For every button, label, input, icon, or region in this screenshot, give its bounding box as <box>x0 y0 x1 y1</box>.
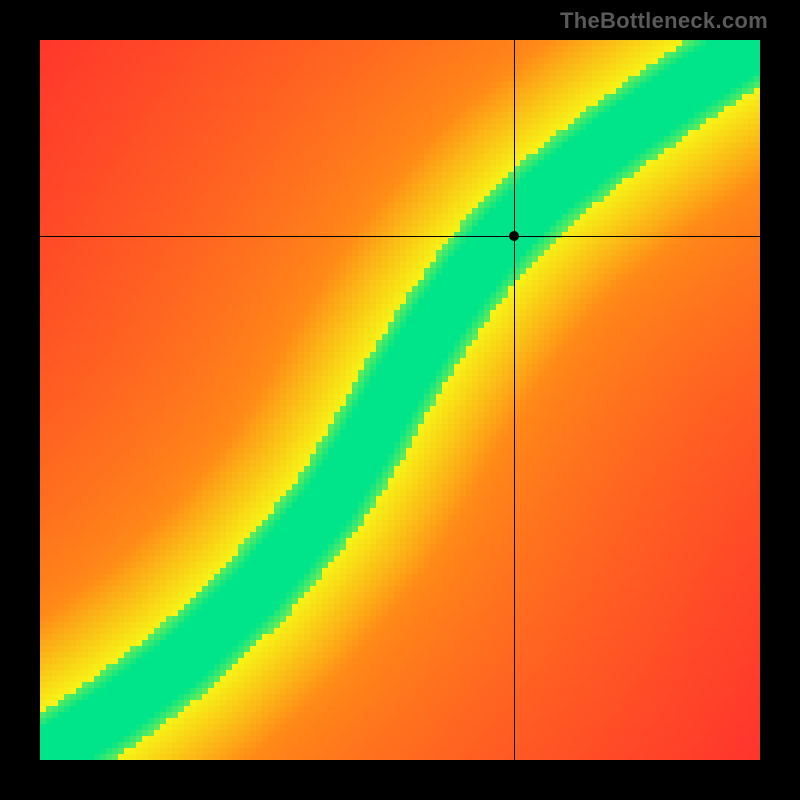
heatmap-canvas <box>40 40 760 760</box>
crosshair-horizontal <box>40 236 760 237</box>
attribution-text: TheBottleneck.com <box>560 8 768 34</box>
crosshair-vertical <box>514 40 515 760</box>
crosshair-marker <box>509 231 519 241</box>
heatmap-plot <box>40 40 760 760</box>
chart-container: TheBottleneck.com <box>0 0 800 800</box>
